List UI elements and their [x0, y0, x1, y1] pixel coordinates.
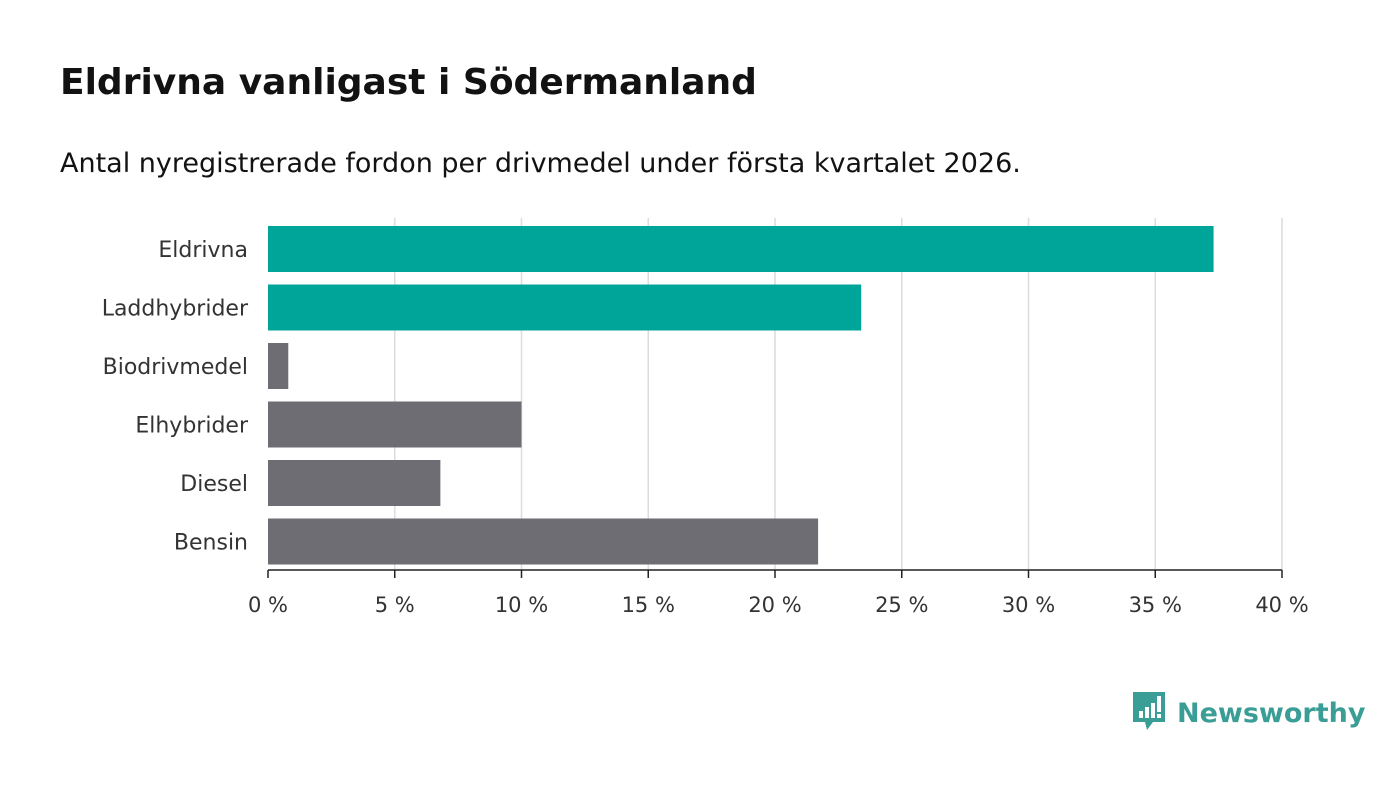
- bar-biodrivmedel: [268, 343, 289, 389]
- x-tick-label: 10 %: [495, 593, 548, 617]
- x-tick-label: 20 %: [748, 593, 801, 617]
- y-category-label: Eldrivna: [158, 238, 248, 263]
- bar-bensin: [268, 518, 819, 565]
- x-tick-label: 15 %: [622, 593, 675, 617]
- x-tick-label: 5 %: [375, 593, 415, 617]
- y-category-label: Biodrivmedel: [103, 355, 248, 380]
- y-category-label: Bensin: [174, 531, 248, 556]
- newsworthy-logo-text: Newsworthy: [1177, 697, 1366, 729]
- y-category-label: Laddhybrider: [102, 297, 249, 322]
- newsworthy-logo-icon: [1133, 692, 1165, 730]
- chart-subtitle: Antal nyregistrerade fordon per drivmede…: [60, 148, 1021, 179]
- y-category-label: Elhybrider: [135, 414, 249, 439]
- x-tick-label: 35 %: [1129, 593, 1182, 617]
- y-category-label: Diesel: [180, 472, 248, 497]
- x-tick-label: 40 %: [1255, 593, 1308, 617]
- x-tick-label: 30 %: [1002, 593, 1055, 617]
- bar-laddhybrider: [268, 284, 862, 331]
- x-tick-label: 0 %: [248, 593, 288, 617]
- chart-title: Eldrivna vanligast i Södermanland: [60, 62, 757, 103]
- bar-eldrivna: [268, 226, 1214, 272]
- bar-elhybrider: [268, 401, 522, 448]
- newsworthy-logo: Newsworthy: [1133, 692, 1365, 734]
- x-tick-label: 25 %: [875, 593, 928, 617]
- bar-diesel: [268, 460, 441, 506]
